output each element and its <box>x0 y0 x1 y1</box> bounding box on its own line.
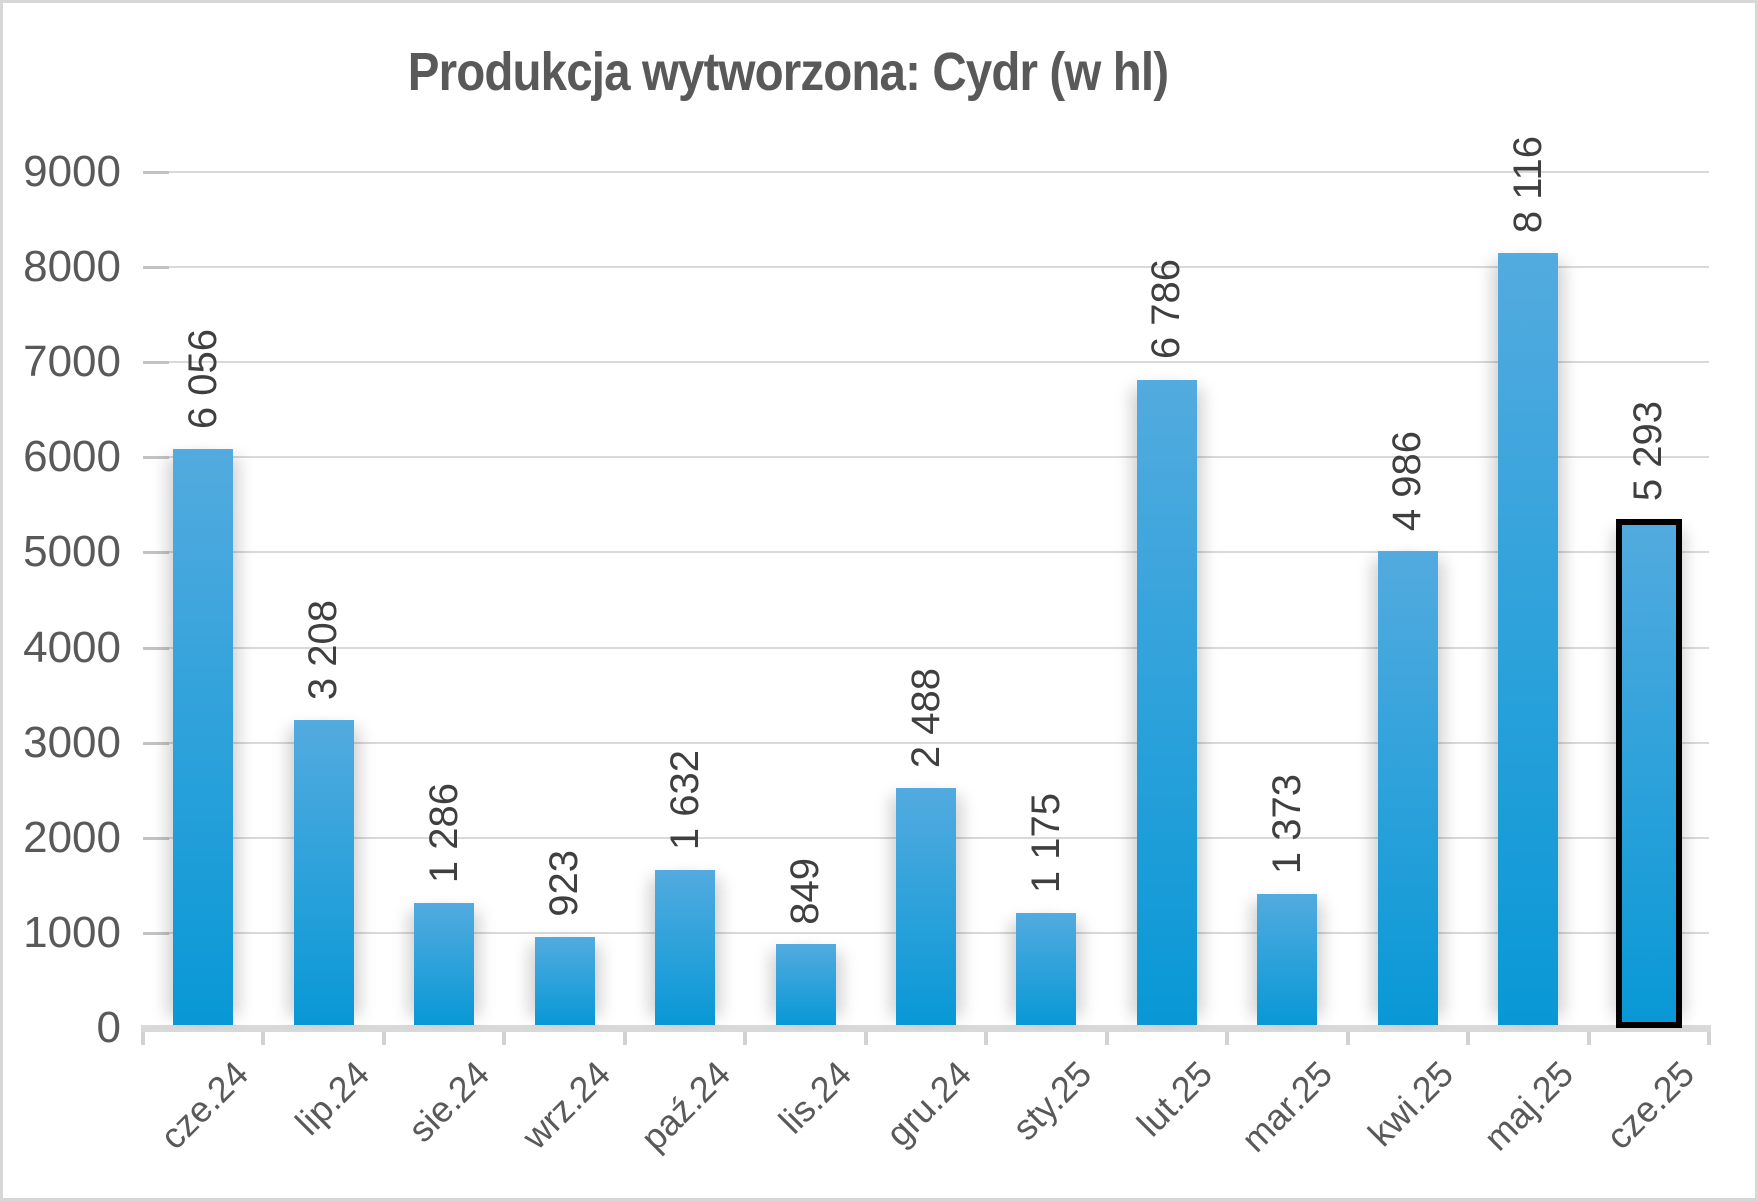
y-axis-label: 6000 <box>23 432 121 482</box>
bar-value-label-box: 6 056 <box>177 249 229 429</box>
x-axis-tick <box>622 1032 627 1045</box>
x-axis-label: maj.25 <box>1475 1053 1582 1159</box>
y-axis-label: 1000 <box>23 907 121 957</box>
bar-value-label: 6 056 <box>180 328 225 429</box>
x-axis-label: cze.25 <box>1597 1053 1702 1157</box>
y-axis-tick <box>143 266 169 270</box>
y-axis-tick <box>143 551 169 555</box>
bar <box>534 937 595 1025</box>
y-axis-label: 9000 <box>23 147 121 196</box>
x-axis-tick <box>1345 1032 1350 1045</box>
bar-value-label: 6 786 <box>1144 259 1189 360</box>
bar-value-label: 8 116 <box>1505 135 1550 234</box>
bar-value-label-box: 849 <box>780 744 832 925</box>
gridline <box>143 646 1709 649</box>
bar-value-label-box: 2 488 <box>900 588 952 768</box>
bar-value-label-box: 6 786 <box>1141 180 1193 360</box>
bar <box>293 719 354 1025</box>
gridline <box>143 171 1709 173</box>
x-axis-tick <box>1466 1032 1471 1045</box>
y-axis-label: 5000 <box>23 527 121 577</box>
bar <box>775 944 836 1025</box>
x-axis-tick <box>863 1032 868 1045</box>
y-axis-label: 8000 <box>23 242 121 292</box>
x-axis-label: gru.24 <box>877 1053 979 1155</box>
bar-value-label-box: 1 286 <box>418 703 470 883</box>
bar-value-label: 5 293 <box>1626 401 1671 502</box>
y-axis-label: 0 <box>96 1003 121 1052</box>
y-axis-tick <box>143 741 169 745</box>
bar-value-label: 923 <box>542 850 587 918</box>
gridline <box>143 551 1709 554</box>
bar-value-label: 4 986 <box>1385 430 1430 531</box>
bar-value-label: 1 175 <box>1023 793 1068 894</box>
bar <box>1257 894 1318 1025</box>
gridline <box>143 266 1709 269</box>
bar <box>1615 518 1682 1028</box>
bar-value-label-box: 5 293 <box>1623 322 1675 502</box>
y-axis-tick <box>143 171 169 174</box>
bar-value-label: 1 286 <box>421 782 466 883</box>
bar <box>1136 379 1197 1025</box>
bar <box>414 902 475 1025</box>
bar-value-label: 3 208 <box>301 599 346 700</box>
bar <box>896 788 956 1025</box>
x-axis-label: mar.25 <box>1233 1053 1341 1160</box>
gridline <box>143 361 1709 364</box>
x-axis-tick <box>1707 1032 1711 1045</box>
x-axis-tick <box>743 1032 748 1045</box>
bar-value-label-box: 1 632 <box>659 670 711 850</box>
x-axis-tick <box>984 1032 989 1045</box>
x-axis-label: lut.25 <box>1128 1053 1220 1145</box>
y-axis-label: 4000 <box>23 622 121 672</box>
bar-value-label-box: 4 986 <box>1382 351 1434 531</box>
x-axis-label: cze.24 <box>152 1053 257 1157</box>
y-axis-tick <box>143 931 169 935</box>
bar <box>655 869 716 1025</box>
y-axis-tick <box>143 836 169 840</box>
y-axis-tick <box>143 646 169 650</box>
chart-title: Produkcja wytworzona: Cydr (w hl) <box>407 42 1169 102</box>
y-axis-label: 3000 <box>23 717 121 767</box>
bar-value-label: 1 373 <box>1264 774 1309 875</box>
x-axis-label: sie.24 <box>400 1053 498 1150</box>
bar-value-label-box: 8 116 <box>1502 53 1554 233</box>
x-axis-line <box>141 1025 1711 1032</box>
y-axis-tick <box>143 456 169 460</box>
bar-value-label-box: 1 175 <box>1020 713 1072 893</box>
x-axis-tick <box>261 1032 266 1045</box>
x-axis-label: lis.24 <box>770 1053 859 1142</box>
y-axis-tick <box>143 361 169 365</box>
y-axis-label: 2000 <box>23 812 121 862</box>
x-axis-tick <box>381 1032 386 1045</box>
bar-value-label-box: 923 <box>539 737 591 917</box>
y-axis-label: 7000 <box>23 337 121 387</box>
x-axis-label: sty.25 <box>1004 1053 1100 1149</box>
gridline <box>143 741 1709 744</box>
x-axis-label: kwi.25 <box>1359 1053 1461 1155</box>
bar <box>1016 913 1077 1025</box>
bar-value-label: 849 <box>783 857 828 925</box>
x-axis-label: lip.24 <box>286 1053 377 1143</box>
bar-value-label: 1 632 <box>662 749 707 850</box>
bar <box>1377 550 1438 1025</box>
bar-value-label-box: 1 373 <box>1261 694 1313 874</box>
bar-value-label-box: 3 208 <box>298 520 350 700</box>
bar-value-label: 2 488 <box>903 668 948 769</box>
bar <box>173 449 234 1025</box>
bar <box>1498 253 1559 1025</box>
x-axis-tick <box>141 1032 145 1045</box>
x-axis-tick <box>1225 1032 1230 1045</box>
x-axis-tick <box>1586 1032 1591 1045</box>
x-axis-tick <box>502 1032 507 1045</box>
gridline <box>143 456 1709 459</box>
x-axis-label: wrz.24 <box>513 1053 618 1157</box>
x-axis-label: paź.24 <box>632 1053 739 1159</box>
x-axis-tick <box>1104 1032 1109 1045</box>
